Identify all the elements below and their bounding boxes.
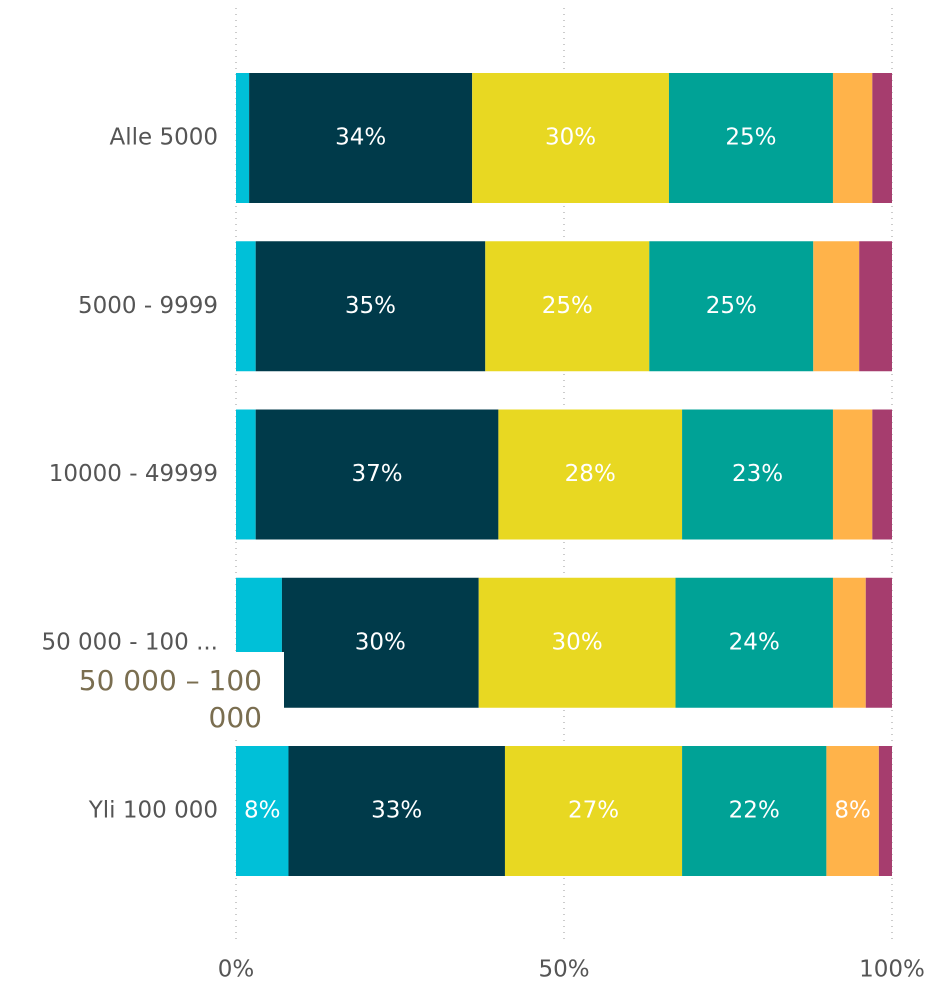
- bar-segment: [649, 241, 814, 372]
- y-tick-label: Yli 100 000: [88, 798, 218, 824]
- bar-segment: [872, 409, 892, 540]
- bar-segment: [255, 241, 486, 372]
- bar-segment: [485, 241, 650, 372]
- data-label: 23%: [732, 461, 783, 487]
- bar-segment: [249, 73, 473, 203]
- data-label: 30%: [355, 629, 406, 655]
- x-tick-label: 0%: [218, 957, 255, 983]
- y-tick-label: 5000 - 9999: [78, 293, 218, 319]
- bar-segment: [872, 73, 892, 203]
- bar-segment: [832, 409, 873, 540]
- bar-segment: [236, 241, 256, 372]
- tooltip-box: 50 000 – 100 000: [20, 652, 284, 740]
- bar-segment: [281, 577, 479, 708]
- data-label: 25%: [706, 293, 757, 319]
- data-label: 8%: [834, 798, 871, 824]
- bar-segment: [504, 746, 683, 876]
- bar-segment: [832, 577, 866, 708]
- y-tick-label: Alle 5000: [109, 125, 218, 151]
- data-label: 25%: [542, 293, 593, 319]
- data-label: 35%: [345, 293, 396, 319]
- bar-segment: [682, 409, 833, 540]
- bar-segment: [236, 409, 256, 540]
- bar-segment: [865, 577, 892, 708]
- data-label: 25%: [725, 125, 776, 151]
- bar-segment: [832, 73, 873, 203]
- bar-segment: [813, 241, 860, 372]
- bar-segment: [236, 746, 289, 876]
- bar-segment: [826, 746, 879, 876]
- bar-segment: [236, 73, 250, 203]
- data-label: 30%: [552, 629, 603, 655]
- data-label: 30%: [545, 125, 596, 151]
- bar-segment: [878, 746, 892, 876]
- y-tick-label: 10000 - 49999: [49, 461, 218, 487]
- data-label: 8%: [244, 798, 281, 824]
- data-label: 34%: [335, 125, 386, 151]
- data-label: 24%: [729, 629, 780, 655]
- tooltip-text: 50 000 – 100 000: [78, 664, 262, 734]
- x-tick-label: 50%: [538, 957, 589, 983]
- data-label: 37%: [351, 461, 402, 487]
- bar-segment: [859, 241, 892, 372]
- bar-segment: [675, 577, 833, 708]
- bar-segment: [498, 409, 683, 540]
- y-tick-label: 50 000 - 100 ...: [41, 629, 218, 655]
- bar-segment: [682, 746, 827, 876]
- data-label: 27%: [568, 798, 619, 824]
- data-label: 22%: [729, 798, 780, 824]
- data-label: 33%: [371, 798, 422, 824]
- bar-segment: [288, 746, 505, 876]
- bar-segment: [255, 409, 499, 540]
- bar-segment: [668, 73, 833, 203]
- bar-segment: [472, 73, 669, 203]
- bar-segment: [478, 577, 676, 708]
- data-label: 28%: [565, 461, 616, 487]
- x-tick-label: 100%: [859, 957, 925, 983]
